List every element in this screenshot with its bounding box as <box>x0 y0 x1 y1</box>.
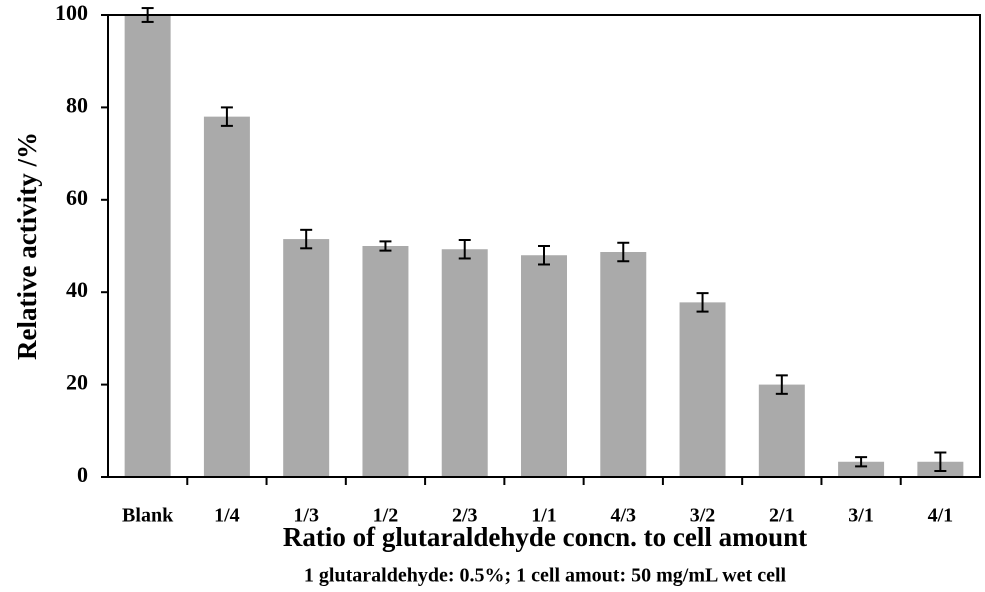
x-tick-label: 1/1 <box>531 505 557 527</box>
x-tick-label: 1/2 <box>373 505 399 527</box>
error-bar <box>300 228 313 250</box>
error-bar <box>458 238 471 260</box>
error-bar <box>538 245 550 266</box>
x-tick-label: 2/3 <box>452 505 478 527</box>
y-tick-label: 40 <box>66 277 88 302</box>
bar <box>679 302 726 477</box>
y-axis-label: Relative activity /% <box>12 132 42 360</box>
y-tick-label: 100 <box>55 0 88 25</box>
plot-frame <box>107 14 981 478</box>
x-tick-label: 4/3 <box>610 505 636 527</box>
error-bar <box>220 106 233 127</box>
x-tick-label: 3/1 <box>848 505 874 527</box>
x-tick-label: 1/4 <box>214 505 240 527</box>
y-tick-label: 60 <box>66 185 88 210</box>
y-tick-label: 0 <box>77 462 88 487</box>
y-tick-label: 20 <box>66 370 88 395</box>
note: 1 glutaraldehyde: 0.5%; 1 cell amout: 50… <box>304 565 787 587</box>
x-axis-label: Ratio of glutaraldehyde concn. to cell a… <box>283 522 807 552</box>
error-bar <box>855 456 868 468</box>
bar <box>203 116 250 477</box>
error-bar <box>696 292 709 313</box>
bar <box>758 384 805 477</box>
bar <box>838 461 885 477</box>
bar <box>441 249 488 477</box>
error-bar <box>379 240 392 252</box>
bar <box>362 246 409 477</box>
x-tick-label: Blank <box>122 505 174 527</box>
bar <box>124 15 171 477</box>
error-bar <box>775 374 788 395</box>
x-tick-label: 2/1 <box>769 505 795 527</box>
y-tick-label: 80 <box>66 92 88 117</box>
bar <box>600 252 647 477</box>
x-tick-label: 4/1 <box>928 505 954 527</box>
error-bar <box>934 451 947 472</box>
error-bar <box>617 241 630 263</box>
bar <box>521 255 567 477</box>
x-tick-label: 3/2 <box>690 505 716 527</box>
bar <box>283 239 330 477</box>
x-tick-label: 1/3 <box>293 505 319 527</box>
